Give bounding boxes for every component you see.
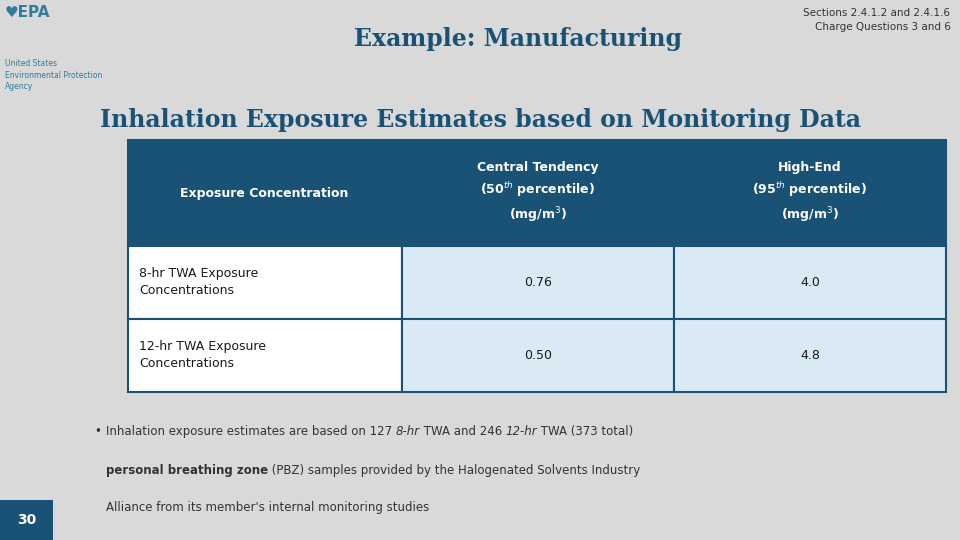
Text: TWA and 246: TWA and 246	[420, 425, 506, 438]
Text: ♥EPA: ♥EPA	[5, 5, 50, 21]
Text: Inhalation Exposure Estimates based on Monitoring Data: Inhalation Exposure Estimates based on M…	[100, 108, 860, 132]
Text: High-End
(95$^{th}$ percentile)
(mg/m$^{3}$): High-End (95$^{th}$ percentile) (mg/m$^{…	[753, 161, 867, 225]
Text: 8-hr TWA Exposure
Concentrations: 8-hr TWA Exposure Concentrations	[139, 267, 258, 297]
Text: 0.50: 0.50	[524, 348, 552, 362]
Text: 4.8: 4.8	[800, 348, 820, 362]
Bar	[674, 319, 946, 392]
Text: Alliance from its member's internal monitoring studies: Alliance from its member's internal moni…	[106, 501, 429, 514]
Bar	[401, 246, 674, 319]
Text: 4.0: 4.0	[800, 275, 820, 289]
Text: TWA (373 total): TWA (373 total)	[538, 425, 634, 438]
Text: 8-hr: 8-hr	[396, 425, 420, 438]
Text: (PBZ) samples provided by the Halogenated Solvents Industry: (PBZ) samples provided by the Halogenate…	[268, 464, 640, 477]
Text: 12-hr TWA Exposure
Concentrations: 12-hr TWA Exposure Concentrations	[139, 340, 266, 370]
Bar	[674, 140, 946, 246]
Text: 30: 30	[16, 513, 36, 526]
Text: •: •	[94, 425, 101, 438]
Bar	[401, 319, 674, 392]
Text: Central Tendency
(50$^{th}$ percentile)
(mg/m$^{3}$): Central Tendency (50$^{th}$ percentile) …	[477, 161, 599, 225]
Text: Inhalation exposure estimates are based on 127: Inhalation exposure estimates are based …	[106, 425, 396, 438]
Bar	[401, 140, 674, 246]
Bar	[674, 246, 946, 319]
Text: 12-hr: 12-hr	[506, 425, 538, 438]
Text: United States
Environmental Protection
Agency: United States Environmental Protection A…	[5, 59, 102, 91]
Text: Sections 2.4.1.2 and 2.4.1.6
Charge Questions 3 and 6: Sections 2.4.1.2 and 2.4.1.6 Charge Ques…	[804, 8, 950, 32]
Bar	[128, 246, 401, 319]
Text: Exposure Concentration: Exposure Concentration	[180, 186, 348, 200]
Text: personal breathing zone: personal breathing zone	[106, 464, 268, 477]
Text: Example: Manufacturing: Example: Manufacturing	[354, 27, 683, 51]
Bar	[0, 500, 53, 540]
Bar	[128, 319, 401, 392]
Bar	[128, 140, 401, 246]
Text: 0.76: 0.76	[524, 275, 552, 289]
